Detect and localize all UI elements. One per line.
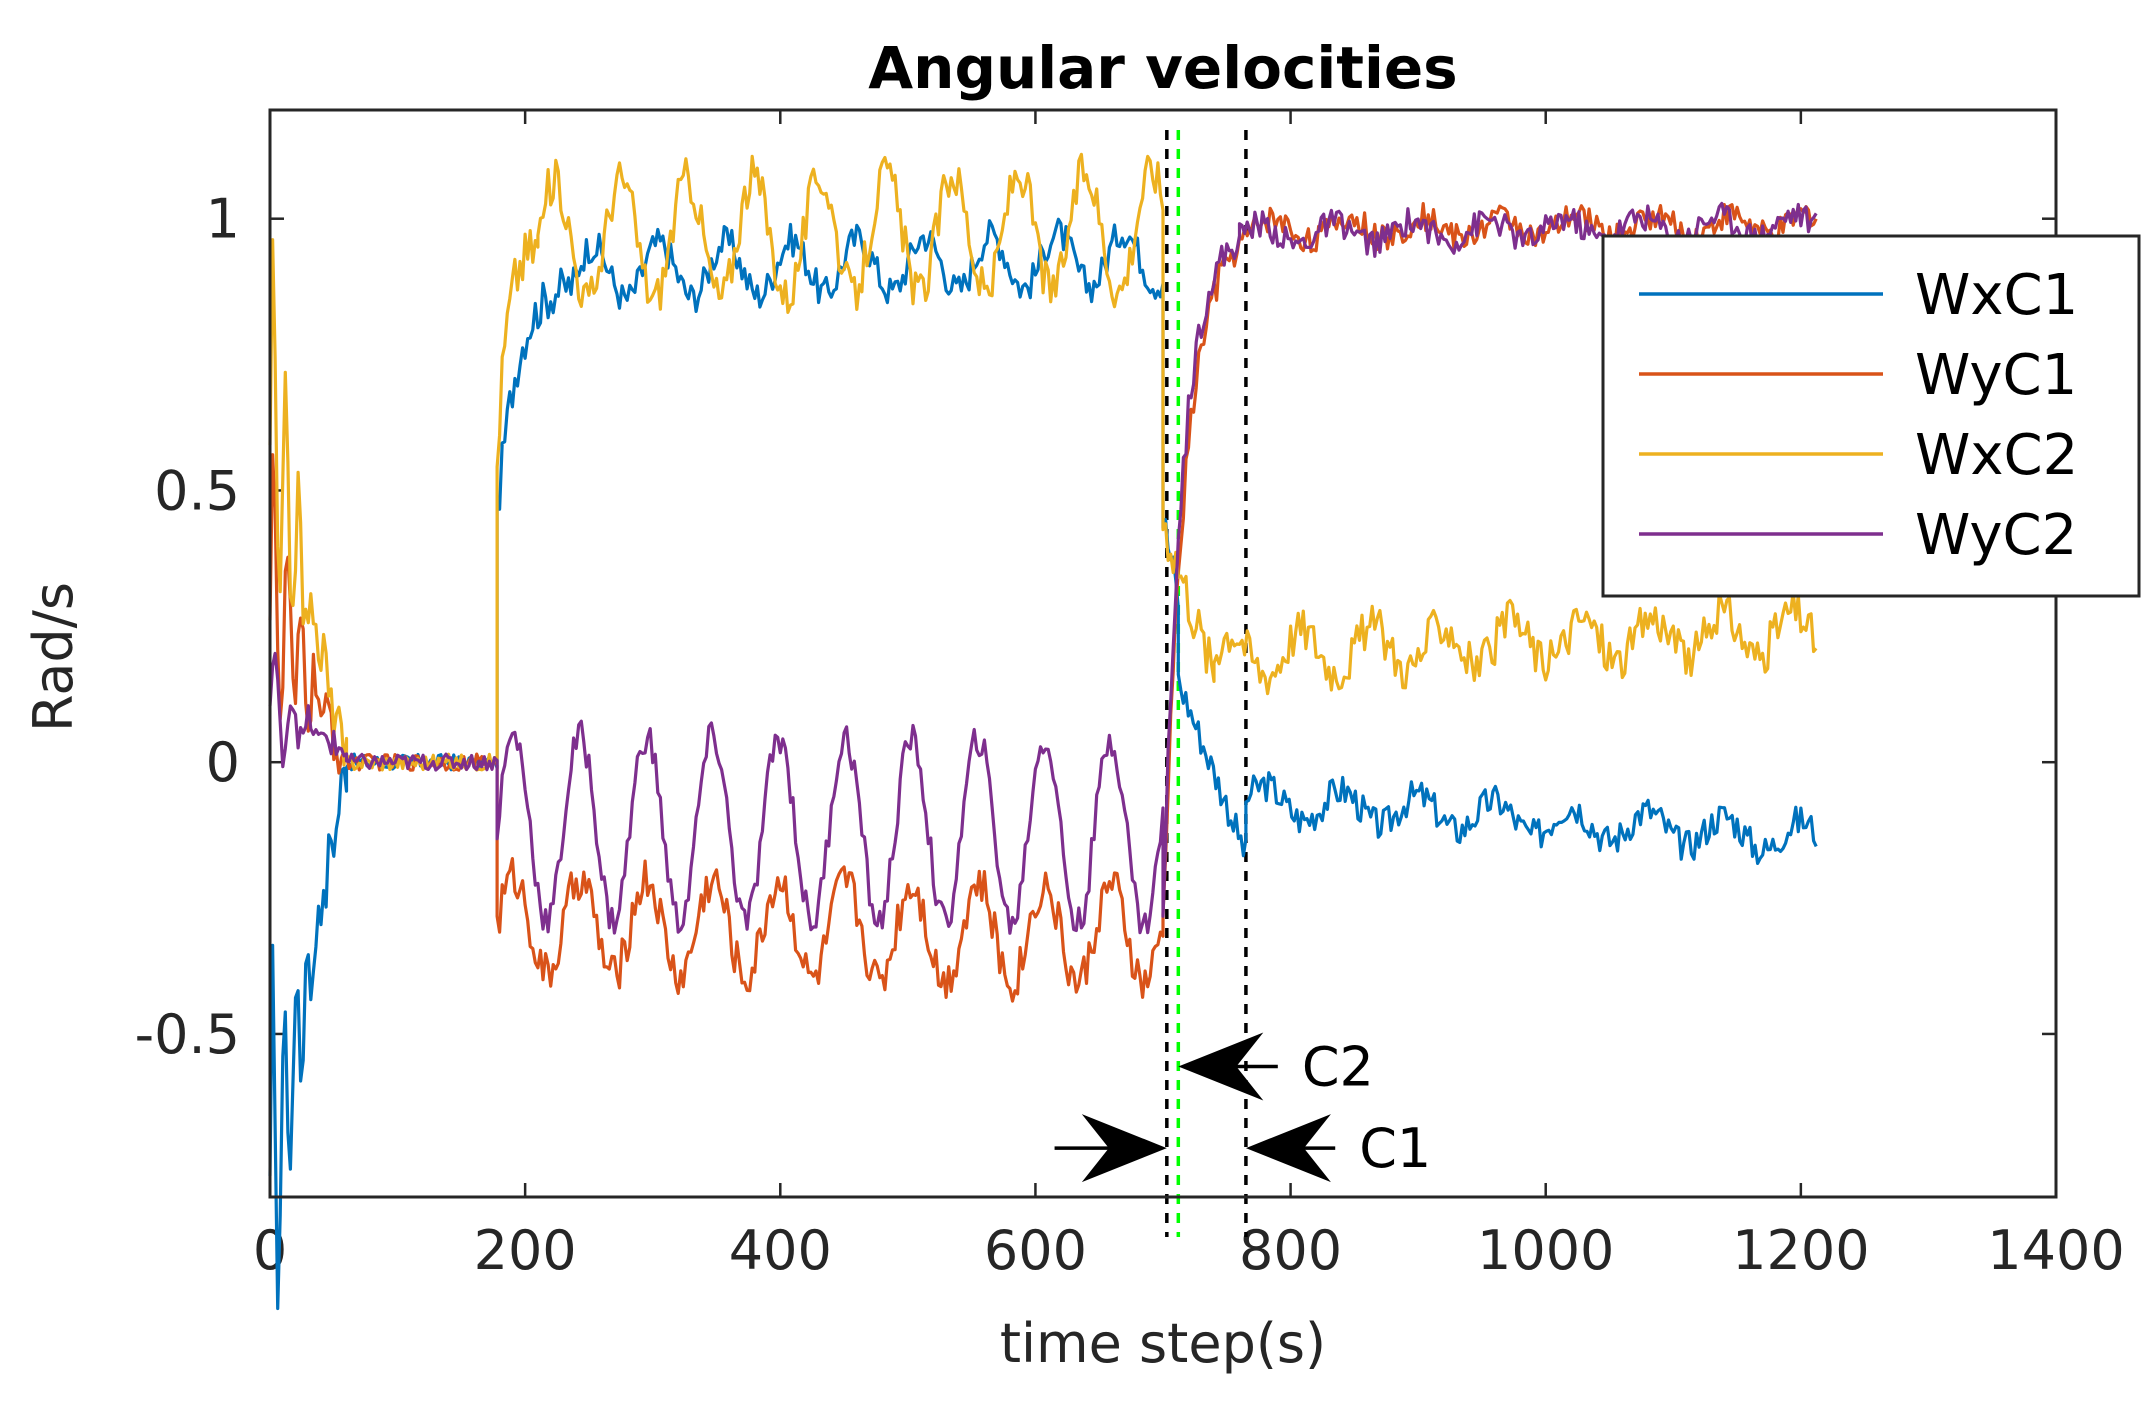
legend-box xyxy=(1601,234,2141,598)
x-tick-label: 1400 xyxy=(1987,1219,2124,1282)
chart-title: Angular velocities xyxy=(868,34,1457,102)
series-lines xyxy=(268,152,1818,1311)
series-line-wxc2 xyxy=(268,152,1818,772)
plot-frame xyxy=(268,108,2058,1199)
x-tick-label: 800 xyxy=(1239,1219,1342,1282)
legend-label-wyc2: WyC2 xyxy=(1915,503,2077,568)
y-tick-label: 0.5 xyxy=(154,459,240,522)
y-axis-label: Rad/s xyxy=(22,582,85,732)
annotation-arrow-head xyxy=(1245,1114,1331,1183)
annotation-label-c1: C1 xyxy=(1359,1117,1431,1180)
y-tick-label: 1 xyxy=(206,188,240,251)
y-tick-label: 0 xyxy=(206,731,240,794)
x-tick-label: 600 xyxy=(984,1219,1087,1282)
x-tick-label: 0 xyxy=(253,1219,287,1282)
legend: WxC1 WyC1 WxC2 WyC2 xyxy=(1601,234,2141,598)
x-tick-label: 1200 xyxy=(1732,1219,1869,1282)
annotation-label-c2: C2 xyxy=(1302,1036,1374,1099)
legend-label-wxc1: WxC1 xyxy=(1915,263,2078,328)
x-tick-label: 200 xyxy=(474,1219,577,1282)
x-tick-label: 1000 xyxy=(1477,1219,1614,1282)
x-axis-label: time step(s) xyxy=(1000,1312,1326,1375)
y-axis-ticks: -0.5 0 0.5 1 xyxy=(135,188,2056,1066)
annotation-arrow-head xyxy=(1178,1032,1264,1101)
legend-label-wyc1: WyC1 xyxy=(1915,343,2077,408)
x-axis-ticks: 0 200 400 600 800 1000 1200 1400 xyxy=(253,110,2125,1282)
annotation-arrow-head xyxy=(1081,1114,1167,1183)
series-line-wxc1 xyxy=(268,217,1818,1311)
y-tick-label: -0.5 xyxy=(135,1003,240,1066)
series-line-wyc2 xyxy=(268,201,1818,935)
x-tick-label: 400 xyxy=(729,1219,832,1282)
legend-label-wxc2: WxC2 xyxy=(1915,423,2078,488)
